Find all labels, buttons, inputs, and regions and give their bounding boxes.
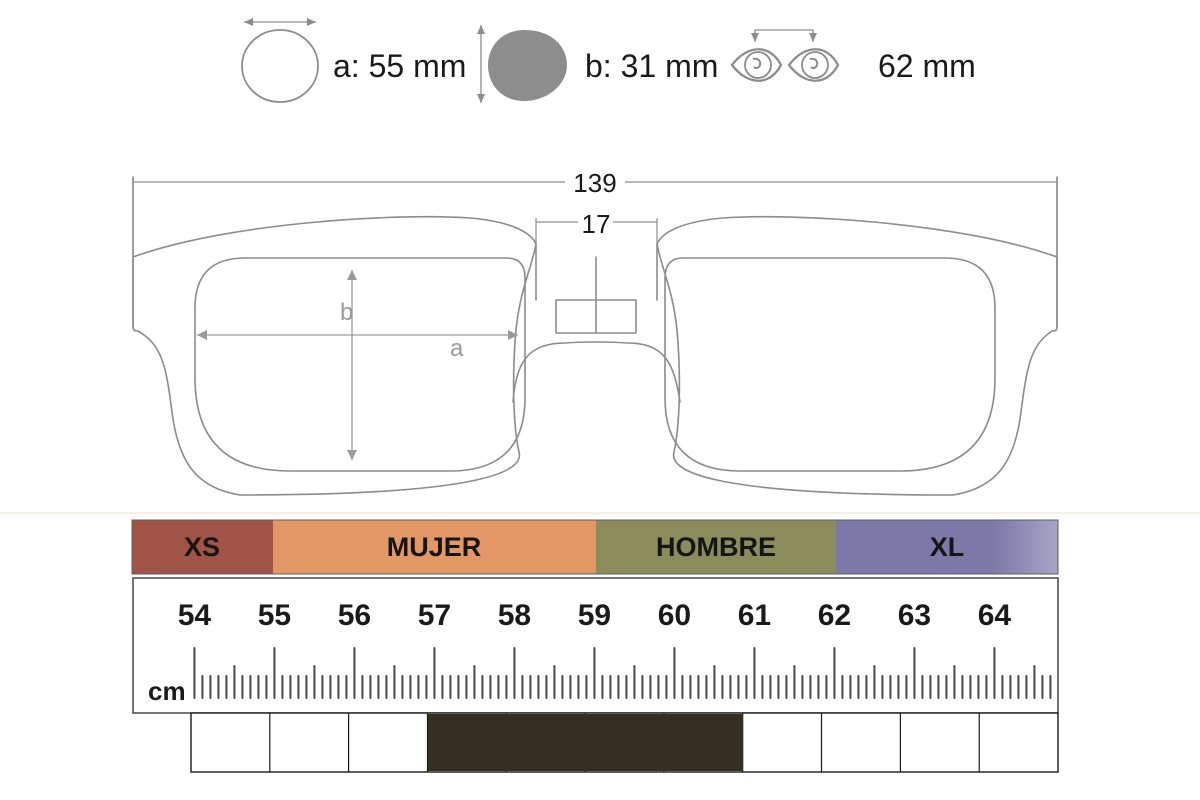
svg-text:a: 55 mm: a: 55 mm xyxy=(333,48,466,84)
svg-text:57: 57 xyxy=(418,599,451,632)
svg-text:59: 59 xyxy=(578,599,611,632)
svg-text:58: 58 xyxy=(498,599,531,632)
svg-text:XS: XS xyxy=(184,532,220,562)
svg-text:b: b xyxy=(340,299,353,326)
svg-text:a: a xyxy=(450,335,464,362)
svg-text:55: 55 xyxy=(258,599,291,632)
svg-text:139: 139 xyxy=(573,168,616,198)
svg-text:MUJER: MUJER xyxy=(387,532,482,562)
svg-text:63: 63 xyxy=(898,599,931,632)
svg-text:62 mm: 62 mm xyxy=(878,48,976,84)
svg-text:54: 54 xyxy=(178,599,212,632)
svg-text:cm: cm xyxy=(148,676,186,706)
svg-text:64: 64 xyxy=(978,599,1012,632)
svg-text:b: 31 mm: b: 31 mm xyxy=(585,48,718,84)
svg-text:60: 60 xyxy=(658,599,691,632)
svg-text:61: 61 xyxy=(738,599,771,632)
svg-text:HOMBRE: HOMBRE xyxy=(656,532,776,562)
svg-text:56: 56 xyxy=(338,599,371,632)
svg-text:XL: XL xyxy=(930,532,965,562)
svg-text:62: 62 xyxy=(818,599,851,632)
svg-text:17: 17 xyxy=(582,209,611,239)
